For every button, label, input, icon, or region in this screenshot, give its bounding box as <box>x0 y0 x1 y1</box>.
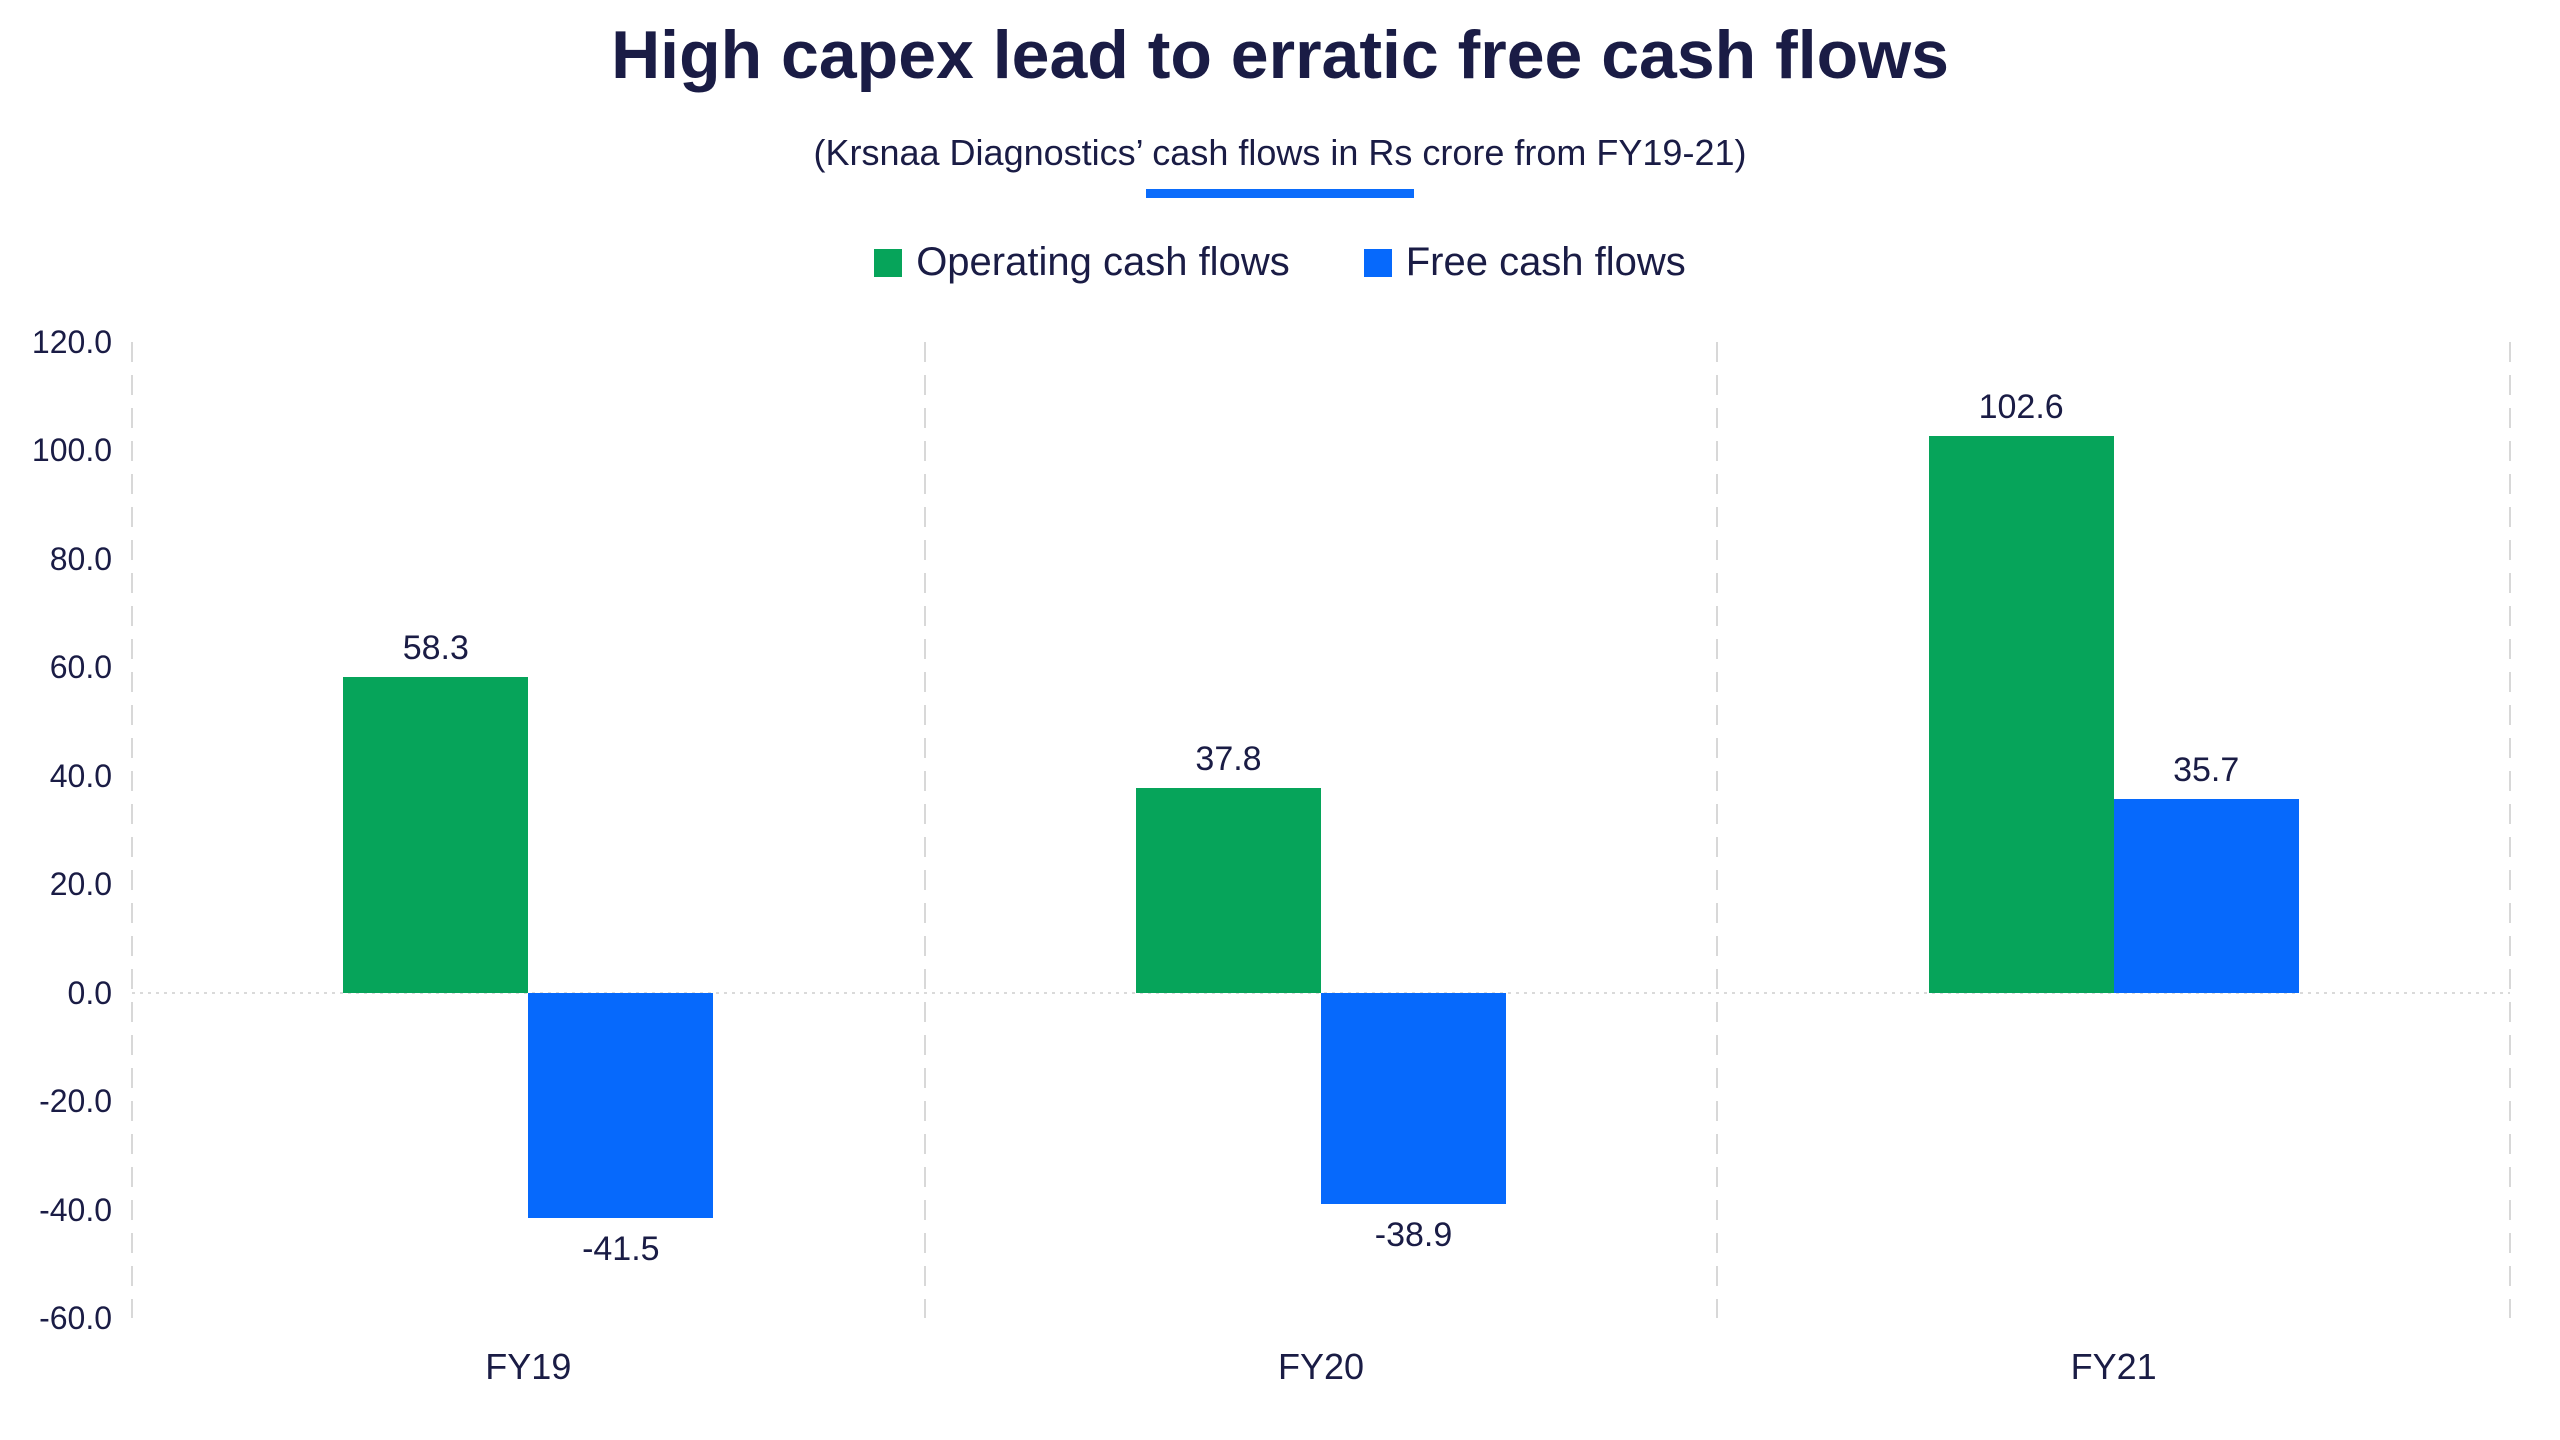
data-label-FY19-operating-cash-flows: 58.3 <box>402 628 469 667</box>
bar-operating-cash-flows-FY20 <box>1136 787 1321 993</box>
legend: Operating cash flows Free cash flows <box>0 240 2560 285</box>
y-axis-tick-label: 100.0 <box>31 432 112 469</box>
legend-swatch-operating-icon <box>874 248 903 277</box>
legend-swatch-free-icon <box>1363 248 1392 277</box>
plot-area: 120.0 100.0 80.0 60.0 40.0 20.0 0.0 -20.0 -40.0 -… <box>32 324 2511 1387</box>
vertical-gridline <box>923 342 926 1318</box>
y-axis-tick-label: 80.0 <box>49 540 112 577</box>
y-axis-tick-label: 0.0 <box>67 974 112 1011</box>
data-label-FY21-free-cash-flows: 35.7 <box>2173 751 2240 790</box>
vertical-gridline <box>1716 342 1719 1318</box>
y-axis-tick-label: -60.0 <box>39 1300 112 1336</box>
y-axis-tick-label: 40.0 <box>49 757 112 794</box>
bar-free-cash-flows-FY20 <box>1321 992 1506 1204</box>
bar-operating-cash-flows-FY21 <box>1928 436 2114 993</box>
data-label-FY21-operating-cash-flows: 102.6 <box>1978 388 2064 427</box>
y-axis-tick-label: 20.0 <box>49 866 112 903</box>
legend-item-free-cash-flows: Free cash flows <box>1363 240 1686 285</box>
x-axis-label-FY21: FY21 <box>2070 1346 2157 1387</box>
vertical-gridline <box>2509 342 2511 1318</box>
chart-subtitle: (Krsnaa Diagnostics’ cash flows in Rs cr… <box>813 132 1747 173</box>
y-axis-tick-label: 120.0 <box>31 324 112 360</box>
bar-free-cash-flows-FY21 <box>2113 799 2299 993</box>
y-axis-tick-label: -40.0 <box>39 1191 112 1228</box>
y-axis-tick-label: 60.0 <box>49 649 112 686</box>
legend-label-operating: Operating cash flows <box>916 240 1290 284</box>
data-label-FY20-operating-cash-flows: 37.8 <box>1195 739 1262 778</box>
x-axis-label-FY20: FY20 <box>1277 1346 1365 1387</box>
bar-free-cash-flows-FY19 <box>528 992 714 1218</box>
y-axis-tick-label: -20.0 <box>39 1083 112 1120</box>
vertical-gridline <box>131 342 133 1318</box>
legend-item-operating-cash-flows: Operating cash flows <box>874 240 1290 285</box>
subtitle-underline-accent <box>1146 189 1414 198</box>
legend-label-free: Free cash flows <box>1405 240 1686 284</box>
x-axis-label-FY19: FY19 <box>485 1346 572 1387</box>
bar-operating-cash-flows-FY19 <box>343 676 529 993</box>
chart-title: High capex lead to erratic free cash flo… <box>611 17 1949 93</box>
data-label-FY20-free-cash-flows: -38.9 <box>1374 1215 1453 1254</box>
data-label-FY19-free-cash-flows: -41.5 <box>582 1229 660 1268</box>
